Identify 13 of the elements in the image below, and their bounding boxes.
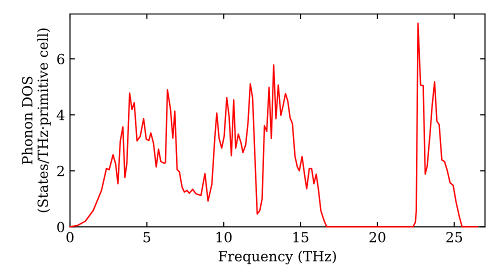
x-tick-label: 0: [66, 232, 74, 242]
y-tick-label: 6: [57, 54, 64, 64]
y-tick-label: 4: [56, 110, 64, 120]
x-tick-label: 20: [370, 232, 386, 242]
y-tick-label: 0: [57, 222, 64, 232]
x-tick-label: 25: [446, 232, 462, 242]
y-tick-label: 2: [57, 166, 64, 176]
x-axis-title: Frequency (THz): [218, 250, 336, 264]
x-tick-label: 10: [216, 232, 232, 242]
x-tick-label: 15: [293, 232, 308, 242]
y-axis-title: Phonon DOS (States/THz·primitive cell): [22, 28, 51, 212]
line-series: [69, 22, 478, 228]
x-tick-label: 5: [144, 232, 150, 242]
